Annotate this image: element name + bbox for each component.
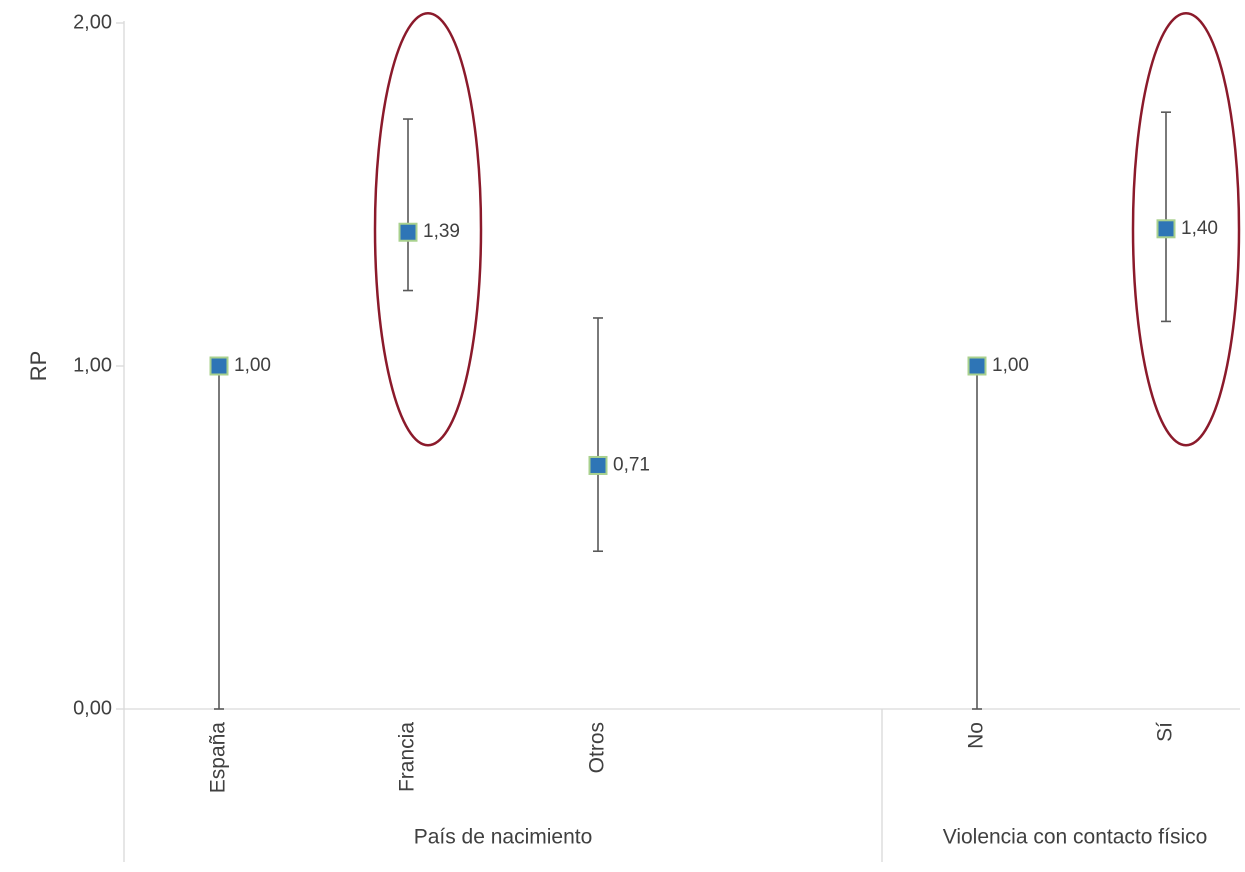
data-point-marker	[967, 356, 987, 376]
group-label: País de nacimiento	[414, 826, 593, 849]
y-tick-label: 1,00	[73, 354, 112, 376]
data-label: 1,00	[992, 355, 1029, 376]
data-label: 1,40	[1181, 218, 1218, 239]
category-label: Sí	[1154, 722, 1177, 742]
data-label: 0,71	[613, 454, 650, 475]
category-label: Otros	[586, 722, 609, 773]
y-tick-label: 0,00	[73, 697, 112, 719]
data-point-marker	[588, 455, 608, 475]
data-label: 1,00	[234, 355, 271, 376]
category-label: España	[207, 722, 230, 794]
highlight-ellipse	[373, 11, 483, 447]
category-label: Francia	[396, 722, 419, 792]
category-label: No	[965, 722, 988, 749]
data-point-marker	[1156, 219, 1176, 239]
y-tick-label: 2,00	[73, 11, 112, 33]
group-label: Violencia con contacto físico	[943, 826, 1208, 849]
highlight-ellipse	[1131, 11, 1241, 447]
data-point-marker	[209, 356, 229, 376]
data-label: 1,39	[423, 221, 460, 242]
data-point-marker	[398, 222, 418, 242]
y-axis-title: RP	[26, 351, 51, 382]
